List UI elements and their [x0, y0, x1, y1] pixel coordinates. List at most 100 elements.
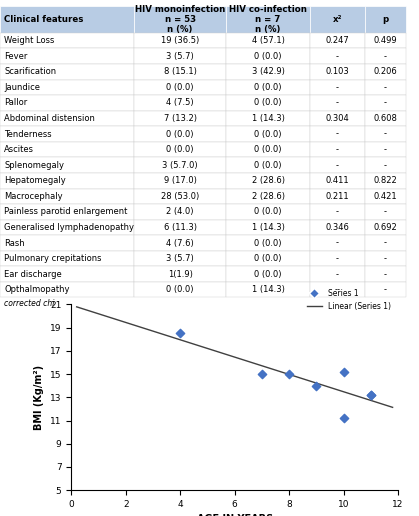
Bar — [226, 79, 310, 95]
Text: Weight Loss: Weight Loss — [4, 36, 54, 45]
Text: 0 (0.0): 0 (0.0) — [254, 207, 282, 216]
Bar — [310, 49, 365, 64]
Text: -: - — [336, 160, 339, 170]
Bar — [134, 204, 226, 220]
Bar — [226, 157, 310, 173]
Bar — [226, 49, 310, 64]
Text: 0 (0.0): 0 (0.0) — [166, 145, 194, 154]
Bar — [134, 142, 226, 157]
Point — [286, 370, 292, 378]
Bar — [0, 251, 134, 266]
Text: 0.499: 0.499 — [374, 36, 397, 45]
Text: 0.411: 0.411 — [326, 176, 349, 185]
Text: -: - — [384, 238, 387, 248]
Text: 3 (42.9): 3 (42.9) — [252, 67, 285, 76]
Text: Ear discharge: Ear discharge — [4, 270, 62, 279]
Bar — [310, 79, 365, 95]
Text: -: - — [384, 130, 387, 139]
Bar — [310, 111, 365, 126]
Text: Fever: Fever — [4, 52, 28, 61]
Point — [367, 391, 374, 399]
Text: 0.304: 0.304 — [326, 114, 349, 123]
Bar — [134, 220, 226, 235]
Bar — [0, 188, 134, 204]
Bar — [365, 235, 406, 251]
Text: 19 (36.5): 19 (36.5) — [161, 36, 199, 45]
Text: x²: x² — [333, 15, 342, 24]
Bar — [226, 251, 310, 266]
Text: -: - — [336, 145, 339, 154]
Text: 0 (0.0): 0 (0.0) — [254, 83, 282, 92]
Text: 0 (0.0): 0 (0.0) — [166, 83, 194, 92]
X-axis label: AGE IN YEARS: AGE IN YEARS — [197, 514, 273, 516]
Text: Scarification: Scarification — [4, 67, 56, 76]
Bar — [0, 126, 134, 142]
Text: 28 (53.0): 28 (53.0) — [161, 192, 199, 201]
Bar — [0, 204, 134, 220]
Bar — [0, 33, 134, 49]
Text: -: - — [336, 130, 339, 139]
Bar — [365, 64, 406, 79]
Text: -: - — [336, 238, 339, 248]
Bar — [134, 6, 226, 33]
Text: -: - — [336, 207, 339, 216]
Bar — [0, 111, 134, 126]
Bar — [0, 95, 134, 111]
Bar — [310, 204, 365, 220]
Text: -: - — [336, 52, 339, 61]
Bar — [226, 204, 310, 220]
Bar — [134, 188, 226, 204]
Text: 0 (0.0): 0 (0.0) — [166, 285, 194, 294]
Text: 0 (0.0): 0 (0.0) — [254, 52, 282, 61]
Text: -: - — [384, 83, 387, 92]
Text: 0.608: 0.608 — [374, 114, 397, 123]
Bar — [134, 235, 226, 251]
Bar — [0, 220, 134, 235]
Text: 2 (28.6): 2 (28.6) — [252, 176, 285, 185]
Text: -: - — [384, 99, 387, 107]
Bar — [226, 64, 310, 79]
Text: 1(1.9): 1(1.9) — [168, 270, 193, 279]
Bar — [226, 33, 310, 49]
Bar — [365, 95, 406, 111]
Bar — [365, 282, 406, 298]
Bar — [0, 6, 134, 33]
Bar — [134, 282, 226, 298]
Text: 2 (4.0): 2 (4.0) — [166, 207, 194, 216]
Text: 0 (0.0): 0 (0.0) — [254, 254, 282, 263]
Text: Opthalmopathy: Opthalmopathy — [4, 285, 70, 294]
Text: 0 (0.0): 0 (0.0) — [254, 160, 282, 170]
Text: -: - — [336, 270, 339, 279]
Bar — [365, 49, 406, 64]
Bar — [226, 142, 310, 157]
Text: 0.346: 0.346 — [326, 223, 349, 232]
Bar — [134, 64, 226, 79]
Bar — [0, 173, 134, 188]
Bar — [0, 282, 134, 298]
Bar — [365, 188, 406, 204]
Bar — [134, 111, 226, 126]
Point — [177, 329, 184, 337]
Bar — [310, 64, 365, 79]
Bar — [226, 173, 310, 188]
Bar — [226, 282, 310, 298]
Legend: Series 1, Linear (Series 1): Series 1, Linear (Series 1) — [304, 286, 394, 314]
Bar — [310, 126, 365, 142]
Text: 0.211: 0.211 — [326, 192, 349, 201]
Bar — [365, 126, 406, 142]
Bar — [226, 220, 310, 235]
Bar — [365, 220, 406, 235]
Text: 0.103: 0.103 — [326, 67, 349, 76]
Y-axis label: BMI (Kg/m²): BMI (Kg/m²) — [34, 365, 44, 430]
Bar — [226, 126, 310, 142]
Text: 0 (0.0): 0 (0.0) — [254, 270, 282, 279]
Bar — [0, 157, 134, 173]
Text: 4 (7.5): 4 (7.5) — [166, 99, 194, 107]
Text: -: - — [384, 52, 387, 61]
Bar — [134, 33, 226, 49]
Text: Macrocephaly: Macrocephaly — [4, 192, 63, 201]
Text: Ascites: Ascites — [4, 145, 34, 154]
Bar — [310, 188, 365, 204]
Bar — [134, 266, 226, 282]
Text: Painless parotid enlargement: Painless parotid enlargement — [4, 207, 127, 216]
